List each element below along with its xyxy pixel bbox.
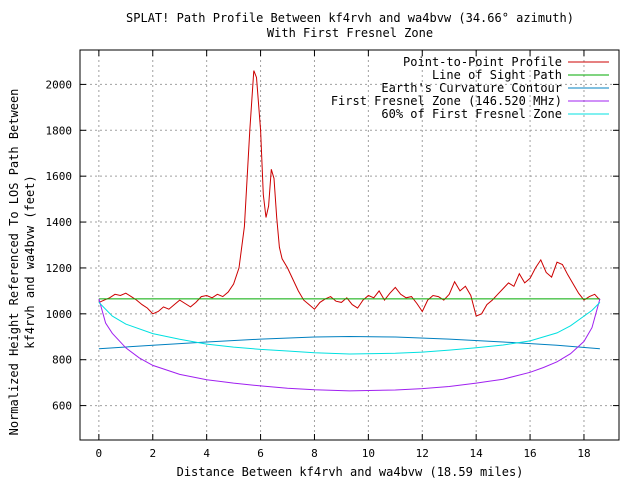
y-tick-label: 800 xyxy=(52,354,72,367)
grid-layer xyxy=(80,50,619,440)
series-layer xyxy=(98,70,601,392)
y-tick-label: 1200 xyxy=(46,262,73,275)
x-tick-label: 12 xyxy=(416,447,429,460)
x-tick-label: 4 xyxy=(203,447,210,460)
y-tick-label: 600 xyxy=(52,400,72,413)
x-tick-label: 10 xyxy=(362,447,375,460)
plot-frame xyxy=(79,49,620,441)
y-axis-label: Normalized Height Referenced To LOS Path… xyxy=(7,89,21,436)
y-tick-label: 1600 xyxy=(46,170,73,183)
series-line-earth-s-curvature-contour xyxy=(98,335,600,350)
y-tick-label: 1400 xyxy=(46,216,73,229)
y-tick-label: 2000 xyxy=(46,78,73,91)
legend-label-60-of-first-fresnel-zone: 60% of First Fresnel Zone xyxy=(381,107,562,121)
x-tick-label: 16 xyxy=(523,447,536,460)
legend-label-first-fresnel-zone-146-520-mhz: First Fresnel Zone (146.520 MHz) xyxy=(331,94,562,108)
tick-layer: 0 2 4 6 8 10 12 14 16 18 600 800 1000 1200 1400 1600 180… xyxy=(46,50,619,460)
x-tick-label: 18 xyxy=(577,447,590,460)
chart-subtitle: With First Fresnel Zone xyxy=(267,26,433,40)
chart-title: SPLAT! Path Profile Between kf4rvh and w… xyxy=(126,11,574,25)
legend-label-earth-s-curvature-contour: Earth's Curvature Contour xyxy=(381,81,562,95)
legend-label-point-to-point-profile: Point-to-Point Profile xyxy=(403,55,562,69)
y-axis-label-line2: kf4rvh and wa4bvw (feet) xyxy=(23,175,37,348)
series-line-60-of-first-fresnel-zone xyxy=(98,302,601,355)
x-tick-label: 8 xyxy=(311,447,318,460)
x-tick-label: 2 xyxy=(149,447,156,460)
legend-label-line-of-sight-path: Line of Sight Path xyxy=(432,68,562,82)
x-tick-label: 14 xyxy=(470,447,484,460)
y-tick-label: 1800 xyxy=(46,124,73,137)
series-line-point-to-point-profile xyxy=(98,70,601,317)
y-tick-label: 1000 xyxy=(46,308,73,321)
series-line-first-fresnel-zone-146-520-mhz xyxy=(98,298,601,392)
x-tick-label: 0 xyxy=(96,447,103,460)
x-tick-label: 6 xyxy=(257,447,264,460)
x-axis-label: Distance Between kf4rvh and wa4bvw (18.5… xyxy=(177,465,524,479)
